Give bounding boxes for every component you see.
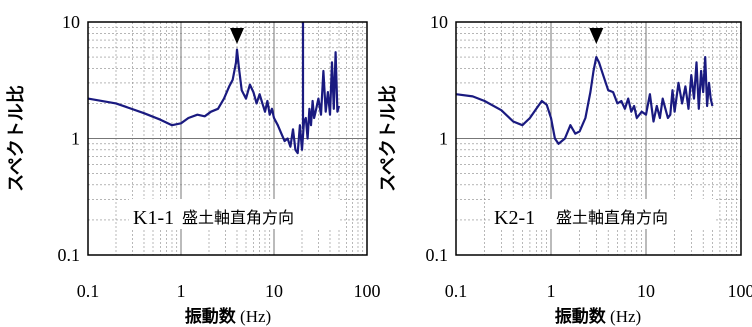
y-tick-label: 0.1 [426, 245, 449, 265]
x-tick-label: 100 [354, 281, 381, 301]
panel-label: K2-1 [494, 207, 535, 229]
x-tick-label: 100 [728, 281, 752, 301]
peak-marker [229, 28, 244, 44]
x-tick-label: 0.1 [445, 281, 468, 301]
series-line-1 [87, 48, 341, 155]
panel-annotation: 盛土軸直角方向 [182, 208, 294, 227]
label-background [490, 199, 714, 229]
y-tick-label: 1 [439, 129, 448, 149]
x-axis-title: 振動数 (Hz) [555, 306, 641, 327]
y-axis-title: スペクトル比 [378, 85, 399, 192]
y-axis-title: スペクトル比 [6, 85, 27, 192]
x-tick-label: 10 [637, 281, 655, 301]
y-tick-label: 10 [430, 12, 448, 32]
x-tick-label: 1 [547, 281, 556, 301]
panel-label: K1-1 [133, 207, 174, 229]
x-tick-label: 0.1 [77, 281, 100, 301]
x-tick-label: 10 [265, 281, 283, 301]
series-line-1 [455, 55, 714, 145]
peak-marker [589, 28, 604, 44]
x-tick-label: 1 [177, 281, 186, 301]
label-background [129, 199, 340, 229]
x-axis-title: 振動数 (Hz) [185, 306, 271, 327]
plot-frame [455, 21, 742, 256]
y-tick-label: 1 [71, 129, 80, 149]
plot-frame [87, 21, 368, 256]
y-tick-label: 10 [62, 12, 80, 32]
y-tick-label: 0.1 [58, 245, 81, 265]
panel-annotation: 盛土軸直角方向 [556, 208, 668, 227]
